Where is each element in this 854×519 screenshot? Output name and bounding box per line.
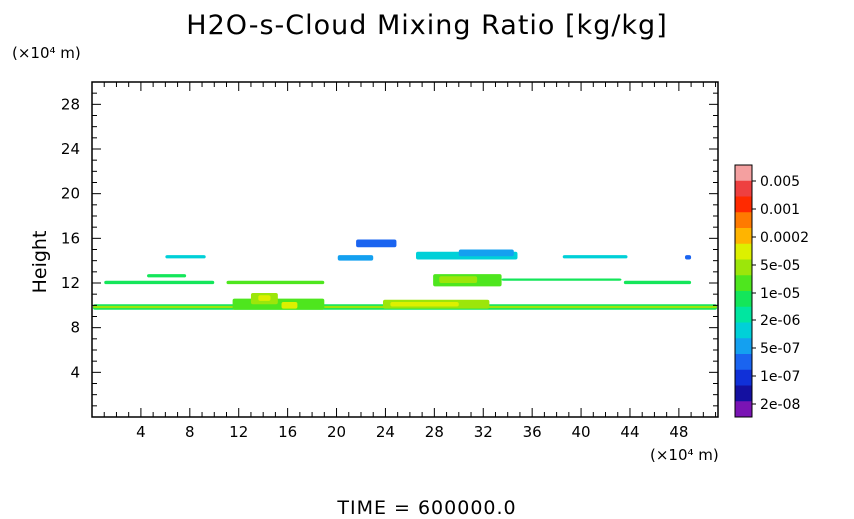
colorbar-swatch bbox=[735, 306, 752, 323]
plot-frame bbox=[91, 81, 719, 418]
colorbar-label: 2e-08 bbox=[760, 397, 800, 413]
colorbar-swatch bbox=[735, 243, 752, 260]
colorbar-label: 1e-05 bbox=[760, 286, 800, 302]
contour-region bbox=[623, 280, 692, 285]
colorbar-frame bbox=[734, 164, 753, 418]
x-tick-label: 48 bbox=[669, 423, 688, 441]
x-axis-unit: (×10⁴ m) bbox=[650, 446, 719, 464]
colorbar-swatch bbox=[735, 385, 752, 402]
x-tick-label: 20 bbox=[327, 423, 346, 441]
time-label: TIME = 600000.0 bbox=[337, 497, 517, 519]
colorbar-swatch bbox=[735, 322, 752, 339]
contour-region bbox=[684, 255, 692, 260]
colorbar-swatch bbox=[735, 259, 752, 276]
contour-region bbox=[226, 280, 325, 285]
colorbar-label: 1e-07 bbox=[760, 369, 800, 385]
y-tick-label: 16 bbox=[61, 229, 80, 247]
contour-region bbox=[439, 276, 478, 283]
colorbar-swatch bbox=[735, 275, 752, 292]
y-tick-label: 20 bbox=[61, 185, 80, 203]
colorbar-swatch bbox=[735, 180, 752, 197]
contour-region bbox=[147, 274, 187, 278]
x-tick-label: 32 bbox=[474, 423, 493, 441]
colorbar-swatch bbox=[735, 165, 752, 182]
contour-region bbox=[281, 301, 298, 309]
colorbar-label: 0.005 bbox=[760, 174, 800, 190]
contour-region bbox=[165, 255, 206, 259]
colorbar-swatch bbox=[735, 338, 752, 355]
chart-title: H2O-s-Cloud Mixing Ratio [kg/kg] bbox=[186, 10, 668, 41]
colorbar-swatch bbox=[735, 401, 752, 418]
x-tick-label: 24 bbox=[376, 423, 395, 441]
x-tick-label: 16 bbox=[278, 423, 297, 441]
x-tick-label: 40 bbox=[572, 423, 591, 441]
colorbar-swatch bbox=[735, 196, 752, 213]
colorbar-swatch bbox=[735, 354, 752, 371]
y-tick-label: 8 bbox=[70, 319, 80, 337]
y-tick-label: 12 bbox=[61, 274, 80, 292]
contour-region bbox=[501, 278, 622, 281]
x-tick-label: 8 bbox=[185, 423, 195, 441]
contour-region bbox=[390, 301, 459, 307]
y-tick-label: 4 bbox=[70, 363, 80, 381]
x-tick-label: 44 bbox=[620, 423, 639, 441]
contour-region bbox=[258, 295, 271, 301]
colorbar-swatch bbox=[735, 212, 752, 229]
contour-region bbox=[458, 249, 514, 257]
colorbar-swatch bbox=[735, 369, 752, 386]
contour-region bbox=[104, 280, 215, 285]
colorbar-label: 5e-07 bbox=[760, 341, 800, 357]
colorbar-label: 2e-06 bbox=[760, 313, 800, 329]
x-tick-label: 4 bbox=[136, 423, 146, 441]
contour-region bbox=[337, 255, 374, 261]
colorbar-swatch bbox=[735, 228, 752, 245]
contour-region bbox=[356, 239, 397, 248]
colorbar-label: 0.001 bbox=[760, 202, 800, 218]
colorbar-label: 0.0002 bbox=[760, 230, 809, 246]
x-tick-label: 28 bbox=[425, 423, 444, 441]
x-tick-label: 36 bbox=[523, 423, 542, 441]
y-axis-unit: (×10⁴ m) bbox=[12, 44, 81, 62]
y-tick-label: 28 bbox=[61, 95, 80, 113]
y-tick-label: 24 bbox=[61, 140, 80, 158]
colorbar-swatch bbox=[735, 291, 752, 308]
contour-region bbox=[562, 255, 628, 259]
x-tick-label: 12 bbox=[229, 423, 248, 441]
contour-region bbox=[232, 298, 325, 310]
colorbar-label: 5e-05 bbox=[760, 258, 800, 274]
